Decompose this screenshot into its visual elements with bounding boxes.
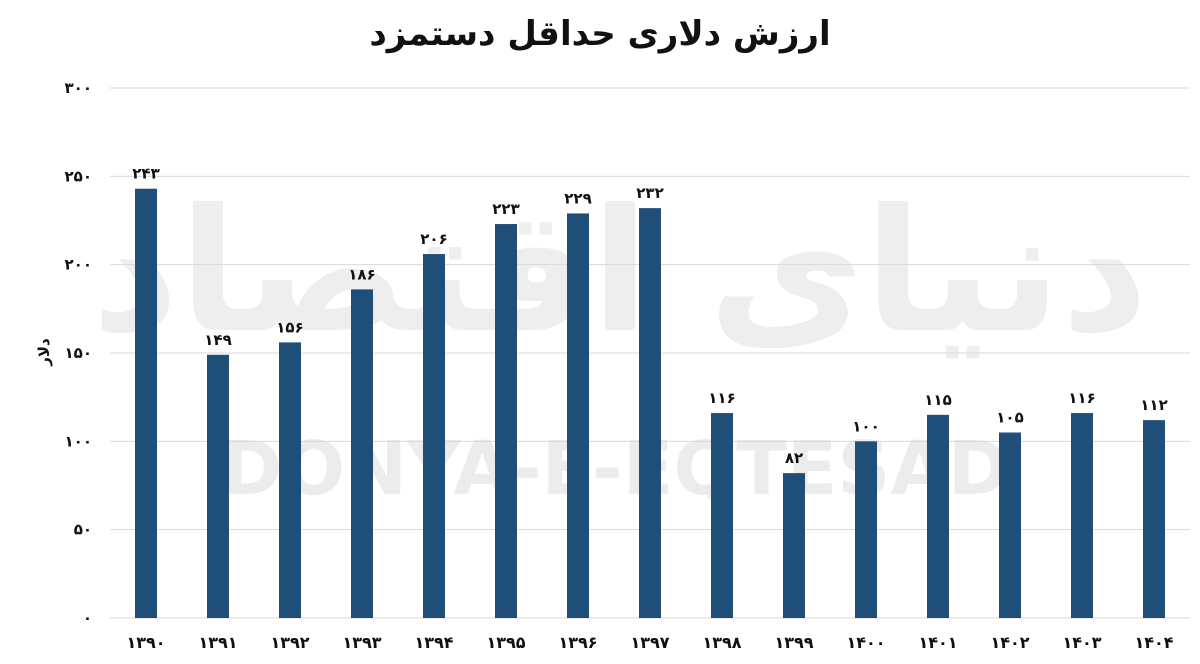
x-tick-label: ۱۴۰۰ [846, 633, 885, 652]
x-tick-label: ۱۳۹۱ [198, 633, 237, 652]
bar-value-label: ۸۲ [785, 449, 803, 467]
bar-value-label: ۲۲۹ [564, 189, 591, 207]
y-tick-label: ۰ [83, 609, 92, 627]
bar-value-label: ۱۴۹ [204, 331, 231, 349]
x-tick-label: ۱۳۹۶ [558, 633, 597, 652]
bar [351, 289, 373, 618]
bar-value-label: ۲۰۶ [420, 230, 447, 248]
bar [279, 342, 301, 618]
y-tick-label: ۲۵۰ [65, 167, 92, 185]
bar [855, 441, 877, 618]
bar [1143, 420, 1165, 618]
x-tick-label: ۱۳۹۴ [414, 633, 453, 652]
bar-value-label: ۲۳۲ [636, 184, 663, 202]
x-tick-label: ۱۳۹۲ [270, 633, 309, 652]
bar [567, 213, 589, 618]
y-tick-label: ۵۰ [74, 521, 92, 539]
watermark-text: DONYA-E-EQTESAD [221, 426, 1010, 512]
bar-value-label: ۱۵۶ [276, 318, 303, 336]
bar-value-label: ۱۱۶ [708, 389, 735, 407]
bar-value-label: ۱۰۵ [996, 409, 1023, 427]
x-tick-label: ۱۳۹۸ [702, 633, 741, 652]
y-tick-label: ۳۰۰ [65, 79, 92, 97]
x-tick-label: ۱۳۹۷ [630, 633, 669, 652]
bar [135, 188, 157, 618]
bar-value-label: ۱۱۲ [1140, 396, 1167, 414]
x-tick-label: ۱۴۰۲ [990, 633, 1029, 652]
bars: ۲۴۳ ۱۴۹ ۱۵۶ ۱۸۶ ۲۰۶ ۲۲۳ ۲۲۹ ۲۳۲ ۱۱۶ ۸۲ ۱۰۰ ۱۱۵ ۱۰۵ ۱۱… [132, 165, 1168, 619]
bar-value-label: ۲۲۳ [492, 200, 519, 218]
bar [207, 354, 229, 618]
x-tick-label: ۱۳۹۹ [774, 633, 813, 652]
bar-value-label: ۱۱۵ [924, 391, 951, 409]
y-axis-title: دلار [35, 338, 53, 367]
bar [1071, 413, 1093, 618]
watermark: دنیای اقتصاد DONYA-E-EQTESAD [92, 173, 1149, 512]
y-tick-label: ۱۵۰ [65, 344, 92, 362]
bar-value-label: ۱۱۶ [1068, 389, 1095, 407]
x-tick-label: ۱۴۰۴ [1134, 633, 1173, 652]
bar-value-label: ۲۴۳ [132, 165, 159, 183]
bar [783, 473, 805, 618]
x-tick-label: ۱۴۰۳ [1062, 633, 1101, 652]
x-tick-label: ۱۴۰۱ [918, 633, 957, 652]
chart-title: ارزش دلاری حداقل دستمزد [369, 14, 831, 54]
y-tick-label: ۲۰۰ [65, 256, 92, 274]
y-tick-label: ۱۰۰ [65, 432, 92, 450]
bar [423, 254, 445, 619]
watermark-logo: دنیای اقتصاد [92, 173, 1149, 371]
bar [495, 224, 517, 619]
bar [711, 413, 733, 618]
bar [927, 414, 949, 618]
x-tick-label: ۱۳۹۰ [126, 633, 165, 652]
x-tick-label: ۱۳۹۳ [342, 633, 381, 652]
bar [639, 208, 661, 618]
x-axis: ۱۳۹۰ ۱۳۹۱ ۱۳۹۲ ۱۳۹۳ ۱۳۹۴ ۱۳۹۵ ۱۳۹۶ ۱۳۹۷ ۱۳۹۸ ۱۳۹۹… [126, 633, 1173, 652]
x-tick-label: ۱۳۹۵ [486, 633, 525, 652]
bar-value-label: ۱۸۶ [348, 265, 375, 283]
bar [999, 432, 1021, 618]
bar-value-label: ۱۰۰ [852, 417, 879, 435]
y-axis: دلار ۰ ۵۰ ۱۰۰ ۱۵۰ ۲۰۰ ۲۵۰ ۳۰۰ [35, 79, 92, 627]
